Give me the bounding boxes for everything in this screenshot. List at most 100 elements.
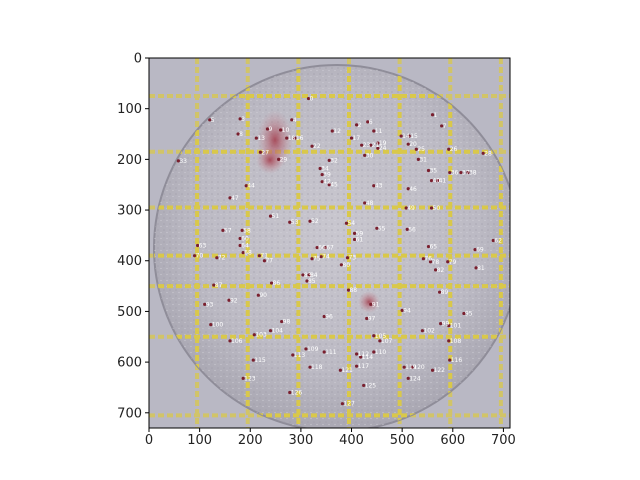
colony-label: 86 <box>273 280 281 287</box>
colony-label: 115 <box>254 357 266 364</box>
colony-dot <box>305 279 309 283</box>
y-tick-label: 300 <box>117 204 142 219</box>
colony-dot <box>196 243 200 248</box>
colony-dot <box>462 311 466 316</box>
colony-label: 13 <box>257 135 265 142</box>
colony-label: 122 <box>434 367 446 374</box>
colony-dot <box>258 150 262 154</box>
colony-dot <box>402 365 406 369</box>
colony-dot <box>290 118 294 122</box>
colony-dot <box>414 147 418 151</box>
colony-label: 18 <box>288 135 296 142</box>
colony-label: 8 <box>239 131 243 138</box>
colony-label: 79 <box>449 259 457 266</box>
colony-dot <box>280 319 284 324</box>
colony-dot <box>268 214 273 218</box>
colony-dot <box>447 147 451 151</box>
colony-dot <box>435 179 440 183</box>
colony-label: 58 <box>243 227 251 234</box>
colony-label: 44 <box>247 183 255 190</box>
colony-dot <box>269 281 274 285</box>
colony-label: 55 <box>378 225 386 232</box>
colony-label: 62 <box>494 237 502 244</box>
colony-dot <box>439 321 443 326</box>
colony-dot <box>285 136 289 140</box>
colony-label: 63 <box>199 243 207 250</box>
colony-label: 40 <box>433 178 441 185</box>
colony-label: 12 <box>333 128 341 135</box>
colony-dot <box>406 376 410 380</box>
colony-label: 71 <box>260 253 268 260</box>
colony-dot <box>252 333 256 337</box>
colony-dot <box>241 376 245 380</box>
colony-label: 85 <box>308 278 316 285</box>
colony-label: 9 <box>268 126 272 133</box>
colony-dot <box>209 323 213 327</box>
colony-dot <box>310 144 314 148</box>
colony-label: 48 <box>366 200 374 207</box>
x-tick-label: 500 <box>390 433 415 448</box>
colony-label: 49 <box>407 205 415 212</box>
colony-label: 92 <box>230 297 238 304</box>
colony-label: 78 <box>432 259 440 266</box>
colony-dot <box>277 157 281 161</box>
colony-label: 11 <box>375 128 383 135</box>
colony-dot <box>430 113 435 117</box>
y-axis: 0 100 200 300 400 500 600 700 <box>117 52 149 421</box>
colony-dot <box>466 170 470 175</box>
colony-dot <box>378 339 382 343</box>
colony-label: 3 <box>241 116 245 123</box>
colony-label: 72 <box>218 255 226 262</box>
colony-label: 22 <box>313 143 321 150</box>
colony-label: 75 <box>313 256 321 263</box>
colony-dot <box>349 136 354 140</box>
colony-label: 93 <box>206 301 214 308</box>
colony-dot <box>447 339 451 343</box>
colony-dot <box>354 364 359 368</box>
y-tick-label: 500 <box>117 305 142 320</box>
colony-dot <box>238 117 242 121</box>
colony-label: 82 <box>437 267 445 274</box>
colony-dot <box>319 255 323 259</box>
colony-label: 76 <box>424 256 432 263</box>
colony-label: 39 <box>323 172 331 179</box>
colony-label: 121 <box>341 367 353 374</box>
colony-label: 46 <box>409 186 417 193</box>
colony-label: 19 <box>379 140 387 147</box>
colony-label: 117 <box>358 363 370 370</box>
colony-label: 103 <box>255 332 267 339</box>
colony-label: 53 <box>291 219 299 226</box>
colony-label: 31 <box>419 156 427 163</box>
colony-dot <box>322 350 326 354</box>
colony-label: 100 <box>212 322 224 329</box>
colony-label: 51 <box>272 213 280 220</box>
x-tick-label: 600 <box>440 433 465 448</box>
x-tick-label: 400 <box>339 433 364 448</box>
colony-label: 68 <box>244 250 252 257</box>
colony-dot <box>338 368 342 372</box>
colony-dot <box>288 220 292 224</box>
colony-dot <box>288 390 292 395</box>
colony-label: 65 <box>429 244 437 251</box>
y-tick-label: 100 <box>117 102 142 117</box>
colony-dot <box>238 243 242 248</box>
colony-dot <box>365 316 369 321</box>
colony-dot <box>369 143 373 147</box>
colony-dot <box>221 228 225 232</box>
colony-label: 118 <box>311 364 323 371</box>
colony-label: 10 <box>282 127 290 134</box>
colony-dot <box>301 273 305 277</box>
colony-label: 125 <box>365 382 377 389</box>
colony-dot <box>320 180 324 184</box>
colony-dot <box>228 339 232 343</box>
colony-label: 99 <box>442 321 450 328</box>
colony-dot <box>376 146 380 150</box>
colony-dot <box>240 228 244 232</box>
colony-dot <box>359 355 363 359</box>
colony-label: 14 <box>402 133 410 140</box>
colony-label: 5 <box>211 117 215 124</box>
colony-label: 126 <box>291 390 303 397</box>
colony-dot <box>363 153 367 157</box>
colony-label: 23 <box>363 142 371 149</box>
colony-label: 113 <box>294 352 306 359</box>
